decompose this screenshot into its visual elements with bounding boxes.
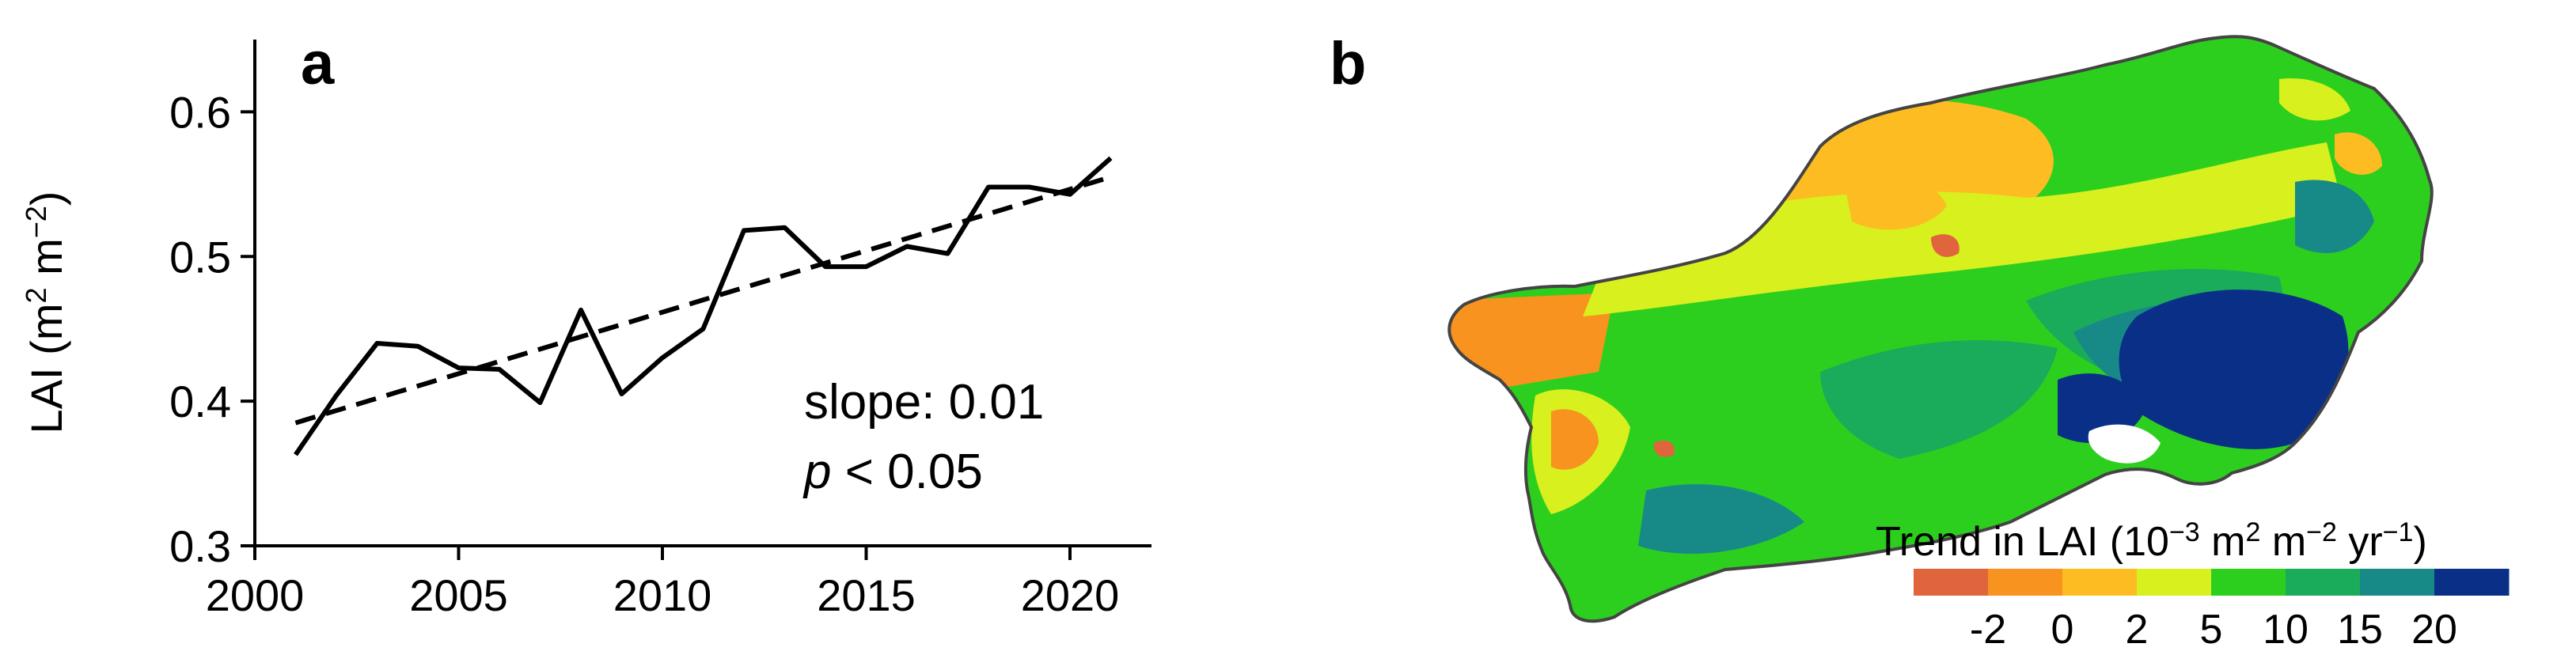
chart-a-ticks: 2000 2005 2010 2015 2020 0.3 0.4 0.5 0.6	[169, 87, 1119, 620]
colorbar-swatch	[2211, 569, 2286, 596]
panel-a: a 2000 2005 2010 2015 2020 0.3 0.4 0.5 0.6 LAI (…	[20, 30, 1151, 620]
colorbar-tick-labels: -2 0 2 5 10 15 20	[1970, 607, 2457, 653]
colorbar-tick-label: 5	[2200, 607, 2223, 653]
chart-a-axes	[253, 40, 1151, 547]
chart-a-series	[294, 156, 1113, 456]
x-tick-label: 2005	[409, 570, 508, 620]
map-patch	[1931, 234, 1960, 257]
p-value-annotation: p < 0.05	[802, 445, 983, 499]
colorbar-swatch	[2360, 569, 2435, 596]
map-patch	[2295, 180, 2374, 253]
colorbar-swatch	[1914, 569, 1989, 596]
colorbar-tick-label: -2	[1970, 607, 2006, 653]
colorbar-tick-label: 20	[2411, 607, 2457, 653]
lai-series-line	[294, 156, 1113, 456]
map-patch	[1449, 293, 1614, 388]
y-tick-label: 0.3	[169, 521, 231, 571]
map-patch	[2335, 132, 2382, 175]
map-patch	[1551, 409, 1599, 470]
colorbar	[1914, 569, 2510, 596]
colorbar-tick-label: 15	[2337, 607, 2383, 653]
map-patch	[1844, 174, 1947, 230]
panel-a-letter: a	[301, 30, 335, 97]
legend-title: Trend in LAI (10−3 m2 m−2 yr−1)	[1876, 517, 2427, 565]
x-tick-label: 2010	[613, 570, 712, 620]
x-tick-label: 2000	[206, 570, 305, 620]
panel-b: b Trend in LAI (10−3 m2 m−2 yr−1) -2 0 2 5 1…	[1330, 30, 2510, 653]
y-tick-label: 0.4	[169, 377, 231, 426]
colorbar-swatch	[2286, 569, 2361, 596]
map-patch	[1653, 440, 1675, 457]
map-patch	[1820, 340, 2058, 459]
y-tick-label: 0.6	[169, 87, 231, 137]
colorbar-swatch	[2062, 569, 2138, 596]
colorbar-swatch	[1988, 569, 2063, 596]
panel-b-letter: b	[1330, 30, 1366, 97]
colorbar-swatch	[2137, 569, 2212, 596]
slope-annotation: slope: 0.01	[804, 375, 1044, 430]
map-patch	[1638, 484, 1804, 554]
map-patch	[2119, 290, 2349, 449]
colorbar-tick-label: 0	[2051, 607, 2074, 653]
colorbar-tick-label: 2	[2126, 607, 2149, 653]
y-axis-label: LAI (m2 m−2)	[20, 191, 71, 434]
map-gap	[2088, 424, 2161, 464]
map-patch	[2279, 78, 2350, 121]
map-patch	[1583, 142, 2343, 316]
colorbar-swatch	[2434, 569, 2510, 596]
x-tick-label: 2015	[817, 570, 916, 620]
x-tick-label: 2020	[1021, 570, 1120, 620]
colorbar-tick-label: 10	[2263, 607, 2309, 653]
y-tick-label: 0.5	[169, 232, 231, 282]
trend-line	[294, 174, 1112, 426]
